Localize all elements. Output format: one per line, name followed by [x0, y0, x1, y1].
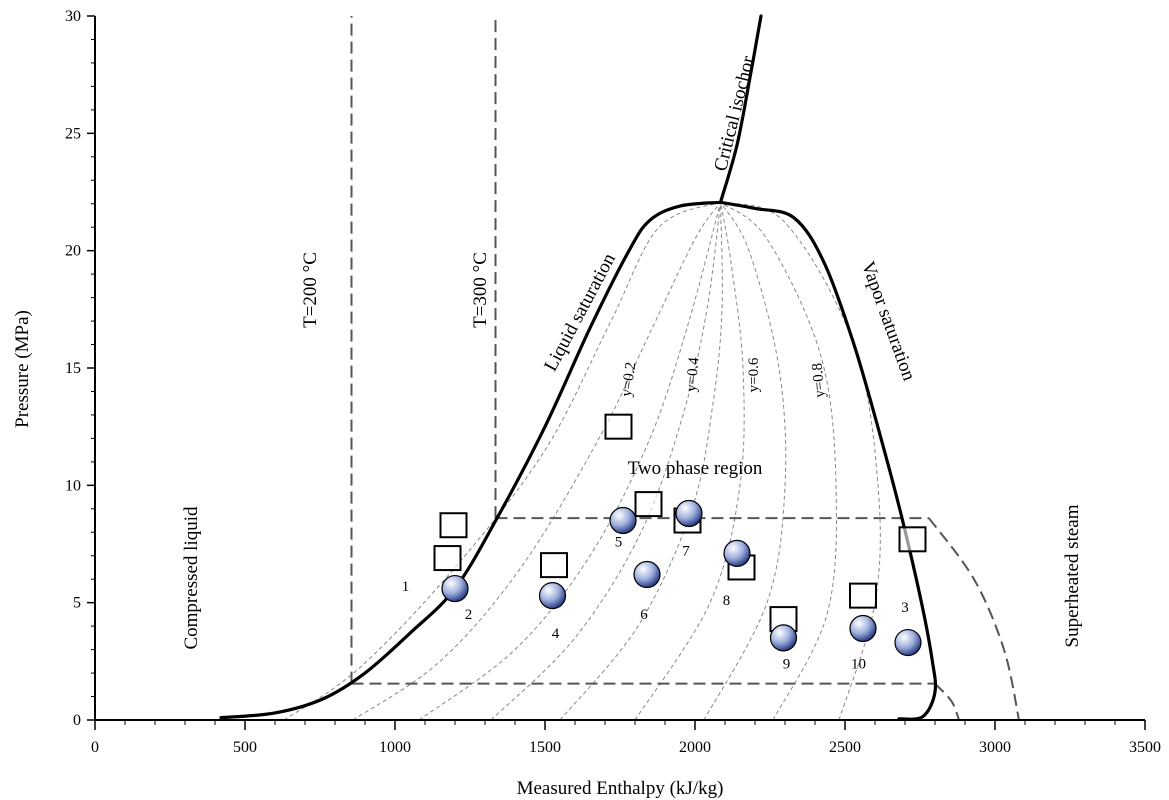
annotation-t200: T=200 °C	[300, 252, 321, 328]
annotation-superheated-steam: Superheated steam	[1062, 504, 1083, 647]
point-label: 1	[402, 579, 410, 595]
y-tick-label: 0	[73, 712, 81, 729]
circle-marker	[538, 582, 567, 610]
x-tick-label: 500	[233, 739, 257, 756]
x-tick-label: 0	[91, 739, 99, 756]
vapor-saturation-curve	[718, 200, 938, 721]
circle-marker	[675, 499, 703, 528]
square-marker	[898, 526, 927, 553]
y-tick-label: 20	[65, 243, 81, 260]
x-tick-label: 3500	[1129, 739, 1161, 756]
x-axis-title: Measured Enthalpy (kJ/kg)	[517, 778, 724, 799]
annotation-two-phase-region: Two phase region	[628, 458, 763, 479]
circle-marker	[723, 539, 751, 567]
point-label: 3	[901, 600, 909, 616]
x-tick-label: 2000	[679, 739, 711, 756]
circle-marker	[894, 628, 922, 657]
x-tick-label: 1000	[379, 739, 411, 756]
data-points	[433, 413, 927, 657]
quality-line	[720, 201, 837, 721]
annotation-compressed-liquid: Compressed liquid	[181, 506, 202, 650]
square-marker	[634, 491, 663, 518]
superheat-upper-line	[928, 517, 1020, 721]
annotation-vapor-saturation: Vapor saturation	[857, 259, 920, 384]
point-label: 2	[465, 607, 473, 623]
quality-line	[634, 202, 745, 721]
annotation-liquid-saturation: Liquid saturation	[540, 250, 620, 375]
saturation-curves	[219, 14, 938, 721]
quality-line	[490, 202, 721, 721]
quality-line	[283, 201, 721, 721]
square-marker	[849, 582, 877, 609]
x-tick-label: 2500	[829, 739, 861, 756]
circle-marker	[441, 574, 469, 603]
liquid-saturation-curve	[219, 200, 723, 720]
superheat-lower-line	[934, 682, 960, 721]
point-label: 5	[615, 534, 623, 550]
y-tick-label: 15	[65, 360, 81, 377]
point-label: 10	[851, 656, 866, 672]
circle-marker	[769, 624, 798, 652]
point-label: 9	[783, 656, 791, 672]
point-label: 8	[723, 593, 731, 609]
square-marker	[439, 512, 468, 539]
circle-marker	[849, 614, 877, 643]
y-tick-label: 5	[73, 595, 81, 612]
square-marker	[433, 545, 462, 572]
isotherm-isobar-lines	[350, 16, 1020, 721]
quality-line	[559, 202, 723, 721]
annotation-critical-isochor: Critical isochor	[710, 53, 759, 173]
quality-line	[418, 202, 721, 721]
quality-line	[703, 202, 787, 721]
annotation-t300: T=300 °C	[470, 252, 491, 328]
critical-isochor-curve	[718, 14, 763, 204]
x-tick-label: 1500	[529, 739, 561, 756]
square-marker	[540, 552, 568, 579]
annotation-quality-0-4: y=0.4	[684, 356, 703, 392]
y-tick-label: 10	[65, 477, 81, 494]
y-axis-title: Pressure (MPa)	[12, 310, 33, 428]
circle-marker	[633, 560, 661, 589]
y-tick-label: 25	[65, 125, 81, 142]
point-label: 6	[640, 607, 648, 623]
x-tick-label: 3000	[979, 739, 1011, 756]
quality-line	[352, 202, 721, 721]
annotation-quality-0-6: y=0.6	[746, 357, 762, 392]
annotation-quality-0-8: y=0.8	[810, 362, 829, 398]
point-labels: 1 2 3 4 5 6 7 8 9 10	[402, 534, 909, 672]
point-label: 4	[552, 626, 560, 642]
point-label: 7	[682, 544, 690, 560]
circle-marker	[609, 506, 637, 535]
square-marker	[604, 413, 633, 440]
annotation-quality-0-2: y=0.2	[619, 361, 640, 398]
y-tick-label: 30	[65, 8, 81, 25]
